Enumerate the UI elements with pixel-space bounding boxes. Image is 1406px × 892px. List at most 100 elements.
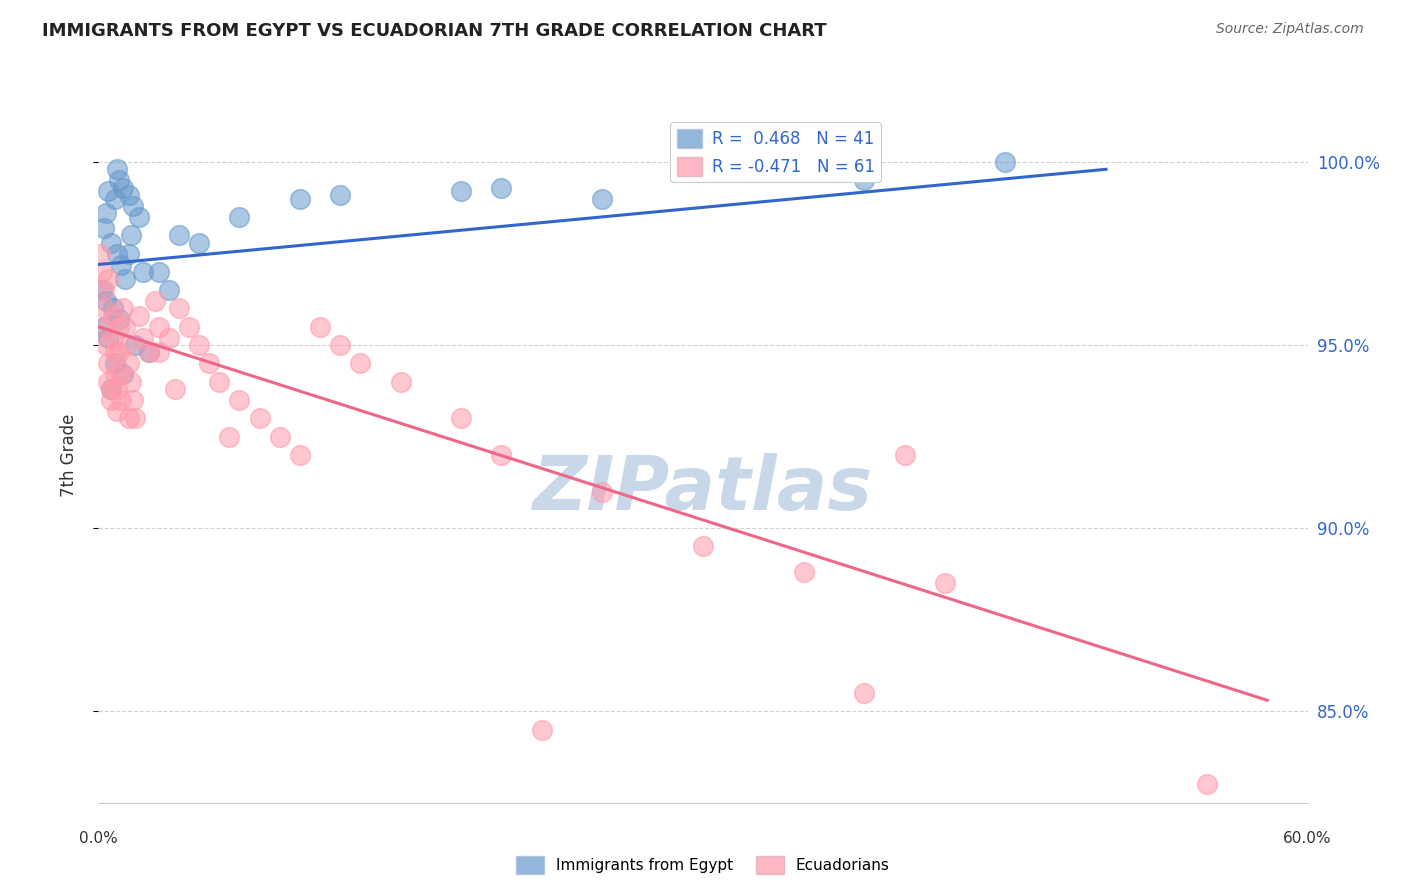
Point bbox=[143, 294, 166, 309]
Point bbox=[107, 319, 129, 334]
Point bbox=[124, 338, 146, 352]
Point bbox=[138, 345, 160, 359]
Text: 0.0%: 0.0% bbox=[79, 830, 118, 846]
Point bbox=[132, 265, 155, 279]
Point bbox=[591, 192, 613, 206]
Point bbox=[188, 338, 211, 352]
Point bbox=[97, 356, 120, 370]
Point bbox=[148, 319, 170, 334]
Point bbox=[91, 283, 114, 297]
Point bbox=[228, 392, 250, 407]
Point bbox=[96, 338, 118, 352]
Point bbox=[97, 184, 120, 198]
Point bbox=[97, 331, 120, 345]
Point bbox=[198, 356, 221, 370]
Point bbox=[96, 206, 118, 220]
Point bbox=[110, 392, 132, 407]
Point bbox=[100, 382, 122, 396]
Point bbox=[93, 220, 115, 235]
Point bbox=[994, 155, 1017, 169]
Point bbox=[103, 356, 125, 370]
Point bbox=[148, 265, 170, 279]
Text: ZIPatlas: ZIPatlas bbox=[533, 453, 873, 526]
Point bbox=[288, 448, 311, 462]
Point bbox=[114, 272, 136, 286]
Point bbox=[93, 319, 115, 334]
Point bbox=[103, 192, 125, 206]
Point bbox=[100, 392, 122, 407]
Point bbox=[89, 246, 111, 260]
Point bbox=[120, 228, 142, 243]
Point bbox=[107, 312, 129, 326]
Point bbox=[309, 319, 332, 334]
Point bbox=[111, 368, 134, 382]
Point bbox=[148, 345, 170, 359]
Y-axis label: 7th Grade: 7th Grade bbox=[59, 413, 77, 497]
Text: 60.0%: 60.0% bbox=[1284, 830, 1331, 846]
Point bbox=[138, 345, 160, 359]
Legend: Immigrants from Egypt, Ecuadorians: Immigrants from Egypt, Ecuadorians bbox=[510, 850, 896, 880]
Point bbox=[228, 210, 250, 224]
Point bbox=[1195, 777, 1218, 791]
Point bbox=[105, 404, 128, 418]
Point bbox=[530, 723, 553, 737]
Point bbox=[692, 540, 714, 554]
Point bbox=[101, 301, 124, 316]
Point bbox=[93, 301, 115, 316]
Point bbox=[105, 246, 128, 260]
Point bbox=[128, 309, 150, 323]
Point bbox=[100, 235, 122, 250]
Point bbox=[118, 246, 141, 260]
Point bbox=[105, 382, 128, 396]
Point bbox=[157, 331, 180, 345]
Point bbox=[105, 162, 128, 177]
Point bbox=[111, 180, 134, 194]
Point bbox=[349, 356, 371, 370]
Point bbox=[450, 184, 472, 198]
Point bbox=[163, 382, 186, 396]
Point bbox=[218, 429, 240, 443]
Point bbox=[591, 484, 613, 499]
Point bbox=[893, 448, 915, 462]
Point bbox=[793, 565, 815, 579]
Point bbox=[100, 382, 122, 396]
Point bbox=[208, 375, 231, 389]
Point bbox=[491, 448, 513, 462]
Point bbox=[167, 228, 190, 243]
Point bbox=[96, 294, 118, 309]
Point bbox=[853, 686, 876, 700]
Point bbox=[101, 331, 124, 345]
Point bbox=[107, 345, 129, 359]
Point bbox=[188, 235, 211, 250]
Point bbox=[128, 210, 150, 224]
Point bbox=[111, 301, 134, 316]
Point bbox=[132, 331, 155, 345]
Point bbox=[115, 338, 138, 352]
Point bbox=[97, 375, 120, 389]
Point bbox=[101, 309, 124, 323]
Point bbox=[114, 319, 136, 334]
Point bbox=[118, 411, 141, 425]
Point bbox=[97, 272, 120, 286]
Point bbox=[121, 392, 143, 407]
Point bbox=[121, 199, 143, 213]
Point bbox=[110, 258, 132, 272]
Point bbox=[91, 265, 114, 279]
Legend: R =  0.468   N = 41, R = -0.471   N = 61: R = 0.468 N = 41, R = -0.471 N = 61 bbox=[669, 122, 882, 183]
Point bbox=[103, 368, 125, 382]
Point bbox=[329, 338, 352, 352]
Point bbox=[934, 576, 956, 591]
Point bbox=[118, 188, 141, 202]
Point bbox=[389, 375, 412, 389]
Point bbox=[288, 192, 311, 206]
Point bbox=[93, 283, 115, 297]
Point bbox=[120, 375, 142, 389]
Point bbox=[491, 180, 513, 194]
Point bbox=[692, 155, 714, 169]
Point bbox=[124, 411, 146, 425]
Point bbox=[103, 345, 125, 359]
Point bbox=[167, 301, 190, 316]
Point bbox=[249, 411, 271, 425]
Point bbox=[107, 173, 129, 187]
Text: IMMIGRANTS FROM EGYPT VS ECUADORIAN 7TH GRADE CORRELATION CHART: IMMIGRANTS FROM EGYPT VS ECUADORIAN 7TH … bbox=[42, 22, 827, 40]
